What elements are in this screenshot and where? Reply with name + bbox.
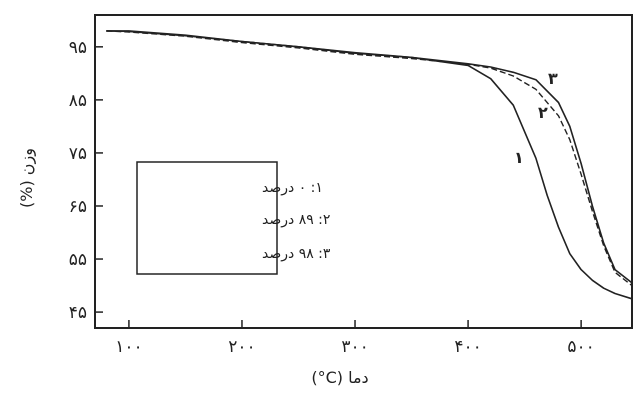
- x-tick-label: ۱۰۰: [115, 337, 142, 357]
- y-axis-label: وزن (%): [17, 148, 37, 208]
- legend-entry-1: ۱: ۰ درصد: [262, 180, 323, 196]
- series-line-3: [106, 30, 633, 284]
- y-tick-label: ۸۵: [69, 91, 87, 111]
- curve-label-2: ۲: [538, 103, 548, 122]
- series-line-2: [106, 30, 633, 287]
- series-group: [106, 30, 633, 300]
- x-axis-label: دما (C°): [311, 368, 368, 387]
- legend: ۱: ۰ درصد ۲: ۸۹ درصد ۳: ۹۸ درصد: [136, 161, 331, 275]
- x-tick-label: ۴۰۰: [454, 337, 481, 357]
- x-tick-label: ۳۰۰: [341, 337, 368, 357]
- y-tick-label: ۹۵: [69, 38, 87, 58]
- curve-label-1: ۱: [514, 148, 524, 167]
- y-tick-label: ۴۵: [69, 303, 87, 323]
- y-tick-label: ۵۵: [69, 250, 87, 270]
- ticks: ۴۵ ۵۵ ۶۵ ۷۵ ۸۵ ۹۵ ۱۰۰ ۲۰۰ ۳۰۰ ۴۰۰ ۵۰۰: [69, 38, 595, 357]
- plot-frame: [94, 14, 633, 329]
- x-tick-label: ۵۰۰: [567, 337, 594, 357]
- y-tick-label: ۶۵: [69, 197, 87, 217]
- curve-label-3: ۳: [548, 69, 558, 88]
- legend-box: [136, 161, 278, 275]
- legend-entry-2: ۲: ۸۹ درصد: [262, 212, 330, 228]
- legend-entry-3: ۳: ۹۸ درصد: [262, 246, 331, 262]
- curve-labels: ۳۲ ۱: [514, 69, 558, 167]
- y-tick-label: ۷۵: [69, 144, 87, 164]
- x-tick-label: ۲۰۰: [228, 337, 255, 357]
